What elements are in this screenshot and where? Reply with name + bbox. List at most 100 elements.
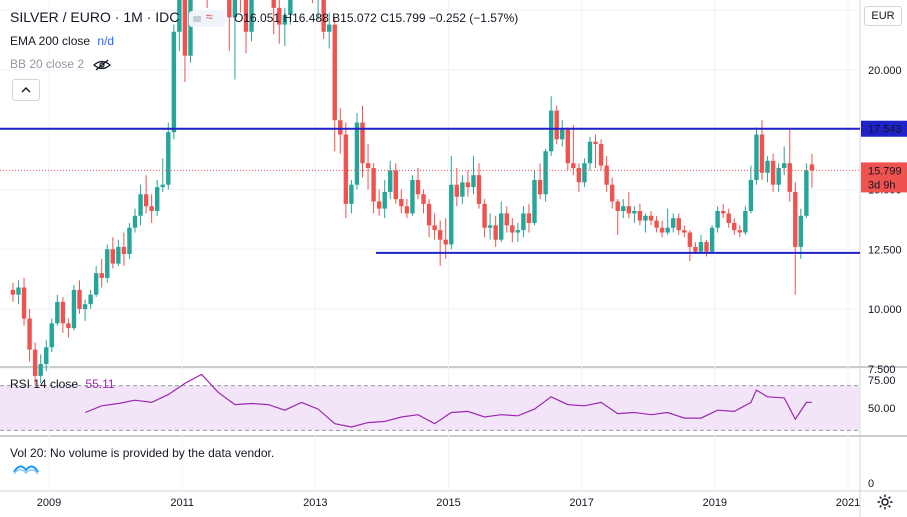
currency-button[interactable]: EUR (864, 6, 902, 26)
candle (621, 199, 626, 219)
candle (44, 340, 49, 372)
close-value: 15.799 (388, 11, 426, 25)
candle-body (598, 144, 604, 166)
candle (327, 12, 332, 49)
collapse-legend-button[interactable] (12, 79, 40, 101)
volume-tick-label: 0 (868, 478, 874, 490)
candle (149, 194, 154, 223)
candle (515, 222, 521, 243)
time-tick-label: 2015 (436, 497, 460, 509)
candle-body (99, 273, 104, 278)
candle (82, 299, 88, 321)
candle-body (16, 287, 21, 295)
candle-body (382, 191, 387, 209)
candle-body (437, 230, 443, 240)
candle-body (720, 211, 726, 214)
candle (154, 179, 160, 216)
volume-legend[interactable]: Vol 20: No volume is provided by the dat… (10, 446, 274, 460)
candle (587, 136, 593, 171)
candle (698, 234, 704, 255)
candle-body (160, 184, 165, 188)
candle-body (376, 201, 382, 209)
candle (232, 0, 238, 80)
hidden-eye-icon[interactable] (93, 59, 112, 71)
price-tick-label: 10.000 (868, 304, 902, 316)
candle (493, 215, 498, 247)
candle-body (482, 203, 487, 228)
candle (271, 0, 276, 35)
candle-body (809, 164, 815, 171)
candle (754, 127, 759, 185)
candle (388, 160, 393, 200)
candle (410, 175, 415, 216)
candle-body (704, 242, 709, 252)
candle-body (410, 179, 415, 214)
rsi-label: RSI 14 close (10, 377, 79, 391)
rsi-legend[interactable]: RSI 14 close 55.11 (10, 377, 115, 391)
candle (376, 189, 382, 216)
candle-body (82, 304, 88, 309)
candle-body (604, 165, 609, 185)
time-tick-label: 2013 (303, 497, 327, 509)
candle-body (659, 227, 665, 233)
candle-body (671, 218, 676, 228)
candle-body (759, 134, 765, 173)
candle (793, 182, 798, 295)
candle (312, 0, 314, 4)
candle-body (171, 31, 177, 133)
candle-body (415, 179, 421, 195)
time-tick-label: 2009 (37, 497, 61, 509)
candle (321, 0, 326, 39)
candle-body (781, 163, 787, 168)
candle (787, 129, 792, 202)
candle (732, 218, 737, 235)
candle (249, 0, 254, 42)
candle (571, 124, 576, 176)
bb-legend[interactable]: BB 20 close 2 (10, 57, 112, 71)
candle-body (648, 215, 654, 221)
warning-icon[interactable] (10, 460, 40, 479)
candle (171, 24, 177, 140)
candle-body (421, 194, 426, 204)
candle (720, 203, 726, 219)
candle (160, 158, 165, 192)
candle (510, 218, 515, 243)
ema-legend[interactable]: EMA 200 close n/d (10, 34, 114, 48)
candle (593, 134, 598, 168)
candle (138, 184, 143, 226)
candle-body (615, 201, 620, 212)
candle (454, 167, 460, 207)
candle (66, 318, 71, 338)
candle-body (476, 175, 482, 204)
candle (349, 179, 354, 214)
candle-body (732, 222, 737, 231)
candle (471, 156, 476, 195)
rsi-tick-label: 75.00 (868, 375, 896, 387)
candle-body (426, 203, 432, 226)
settings-gear-icon[interactable] (876, 493, 894, 514)
candle-body (138, 194, 143, 216)
candle (449, 156, 454, 250)
rsi-value: 55.11 (85, 377, 115, 391)
candle-body (454, 184, 460, 197)
candle-body (504, 213, 509, 226)
candle (487, 213, 493, 240)
candle-body (354, 122, 360, 185)
candle (576, 163, 582, 192)
candle (426, 199, 432, 238)
time-tick-label: 2019 (703, 497, 727, 509)
candle (105, 244, 110, 283)
compare-toggle-icon[interactable]: ≈ (188, 9, 225, 27)
candle (709, 225, 715, 255)
candle (55, 294, 60, 326)
volume-label: Vol 20: No volume is provided by the dat… (10, 446, 275, 460)
candle-body (127, 227, 132, 255)
candle (116, 239, 121, 266)
candle-body (654, 220, 659, 228)
candle-body (404, 206, 410, 214)
candle (88, 289, 93, 309)
candle (770, 153, 776, 192)
candle (77, 280, 82, 314)
candle (554, 105, 559, 145)
